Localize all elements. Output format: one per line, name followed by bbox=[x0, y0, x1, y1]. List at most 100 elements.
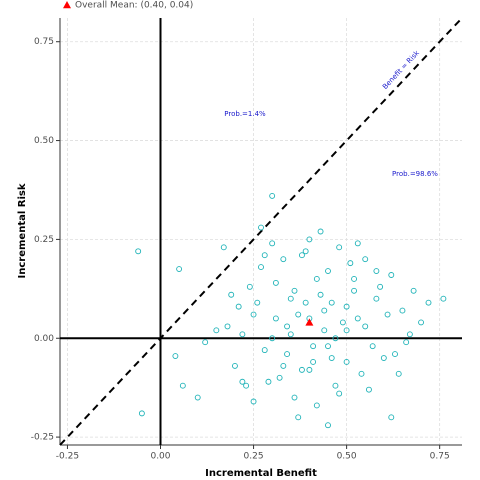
point bbox=[362, 323, 369, 330]
point bbox=[284, 323, 291, 330]
x-tick-label: 0.75 bbox=[430, 452, 450, 462]
x-axis-label: Incremental Benefit bbox=[205, 468, 317, 479]
point bbox=[179, 382, 186, 389]
point bbox=[399, 307, 406, 314]
point bbox=[250, 311, 257, 318]
point bbox=[339, 319, 346, 326]
point bbox=[310, 359, 317, 365]
point bbox=[213, 327, 220, 334]
point bbox=[272, 315, 279, 322]
point bbox=[325, 343, 331, 350]
point bbox=[373, 295, 380, 302]
point bbox=[406, 331, 413, 338]
point bbox=[332, 382, 339, 389]
point bbox=[377, 283, 384, 290]
point bbox=[269, 240, 276, 247]
point bbox=[276, 374, 283, 381]
point bbox=[239, 331, 246, 338]
point bbox=[418, 319, 425, 326]
y-tick-label: 0.00 bbox=[34, 334, 54, 344]
point bbox=[287, 295, 294, 302]
x-tick-label: -0.25 bbox=[56, 452, 79, 462]
point bbox=[295, 414, 302, 421]
point bbox=[306, 236, 313, 243]
point bbox=[176, 266, 183, 273]
point bbox=[328, 299, 335, 306]
point bbox=[269, 335, 276, 342]
point bbox=[231, 362, 238, 369]
point bbox=[272, 279, 279, 286]
point bbox=[328, 355, 335, 361]
point bbox=[258, 264, 264, 271]
point bbox=[243, 382, 250, 389]
point bbox=[246, 283, 253, 290]
point bbox=[298, 366, 305, 373]
point bbox=[336, 244, 343, 251]
point bbox=[354, 240, 361, 247]
point bbox=[317, 291, 324, 298]
point bbox=[321, 307, 328, 314]
point bbox=[362, 256, 369, 263]
point bbox=[291, 394, 298, 401]
point bbox=[332, 335, 339, 342]
point bbox=[298, 252, 305, 259]
point bbox=[380, 355, 387, 361]
point bbox=[265, 378, 272, 385]
point bbox=[440, 295, 447, 302]
point bbox=[351, 275, 358, 282]
point bbox=[138, 410, 145, 417]
point bbox=[325, 268, 331, 274]
point bbox=[172, 353, 179, 359]
point bbox=[235, 303, 242, 310]
point bbox=[325, 422, 331, 429]
point bbox=[395, 370, 402, 377]
mean-marker bbox=[305, 318, 314, 326]
point bbox=[343, 327, 350, 334]
y-tick-label: -0.25 bbox=[31, 433, 54, 443]
point bbox=[287, 331, 294, 338]
annotation: Prob.=98.6% bbox=[392, 170, 438, 178]
point bbox=[258, 224, 264, 231]
point bbox=[354, 315, 361, 322]
point bbox=[365, 386, 372, 393]
point bbox=[313, 275, 320, 282]
y-axis-label: Incremental Risk bbox=[17, 183, 28, 278]
point bbox=[369, 343, 376, 350]
legend-label: Overall Mean: (0.40, 0.04) bbox=[75, 1, 193, 11]
y-tick-label: 0.25 bbox=[34, 235, 54, 245]
point bbox=[280, 256, 287, 263]
annotation: Prob.=1.4% bbox=[224, 110, 266, 118]
point bbox=[358, 370, 365, 377]
point bbox=[388, 414, 395, 421]
point bbox=[291, 287, 298, 294]
point bbox=[269, 192, 276, 199]
y-tick-label: 0.75 bbox=[34, 37, 54, 47]
point bbox=[228, 291, 235, 298]
point bbox=[343, 359, 350, 365]
point bbox=[284, 351, 291, 358]
annotation: Benefit = Risk bbox=[381, 48, 421, 91]
point bbox=[302, 299, 309, 306]
point bbox=[280, 362, 287, 369]
point bbox=[388, 272, 395, 278]
point bbox=[261, 347, 268, 354]
point bbox=[194, 394, 201, 401]
point bbox=[261, 252, 268, 259]
x-tick-label: 0.25 bbox=[244, 452, 264, 462]
point bbox=[310, 343, 317, 350]
point bbox=[425, 299, 432, 306]
x-tick-label: 0.00 bbox=[150, 452, 170, 462]
x-tick-label: 0.50 bbox=[337, 452, 357, 462]
point bbox=[403, 339, 410, 346]
point bbox=[392, 351, 398, 358]
legend-marker bbox=[63, 1, 71, 9]
point bbox=[410, 287, 417, 294]
point bbox=[295, 311, 302, 318]
point bbox=[250, 398, 257, 405]
point bbox=[220, 244, 227, 251]
point bbox=[347, 260, 354, 267]
point bbox=[317, 228, 324, 235]
point bbox=[239, 378, 246, 385]
point bbox=[254, 299, 261, 306]
